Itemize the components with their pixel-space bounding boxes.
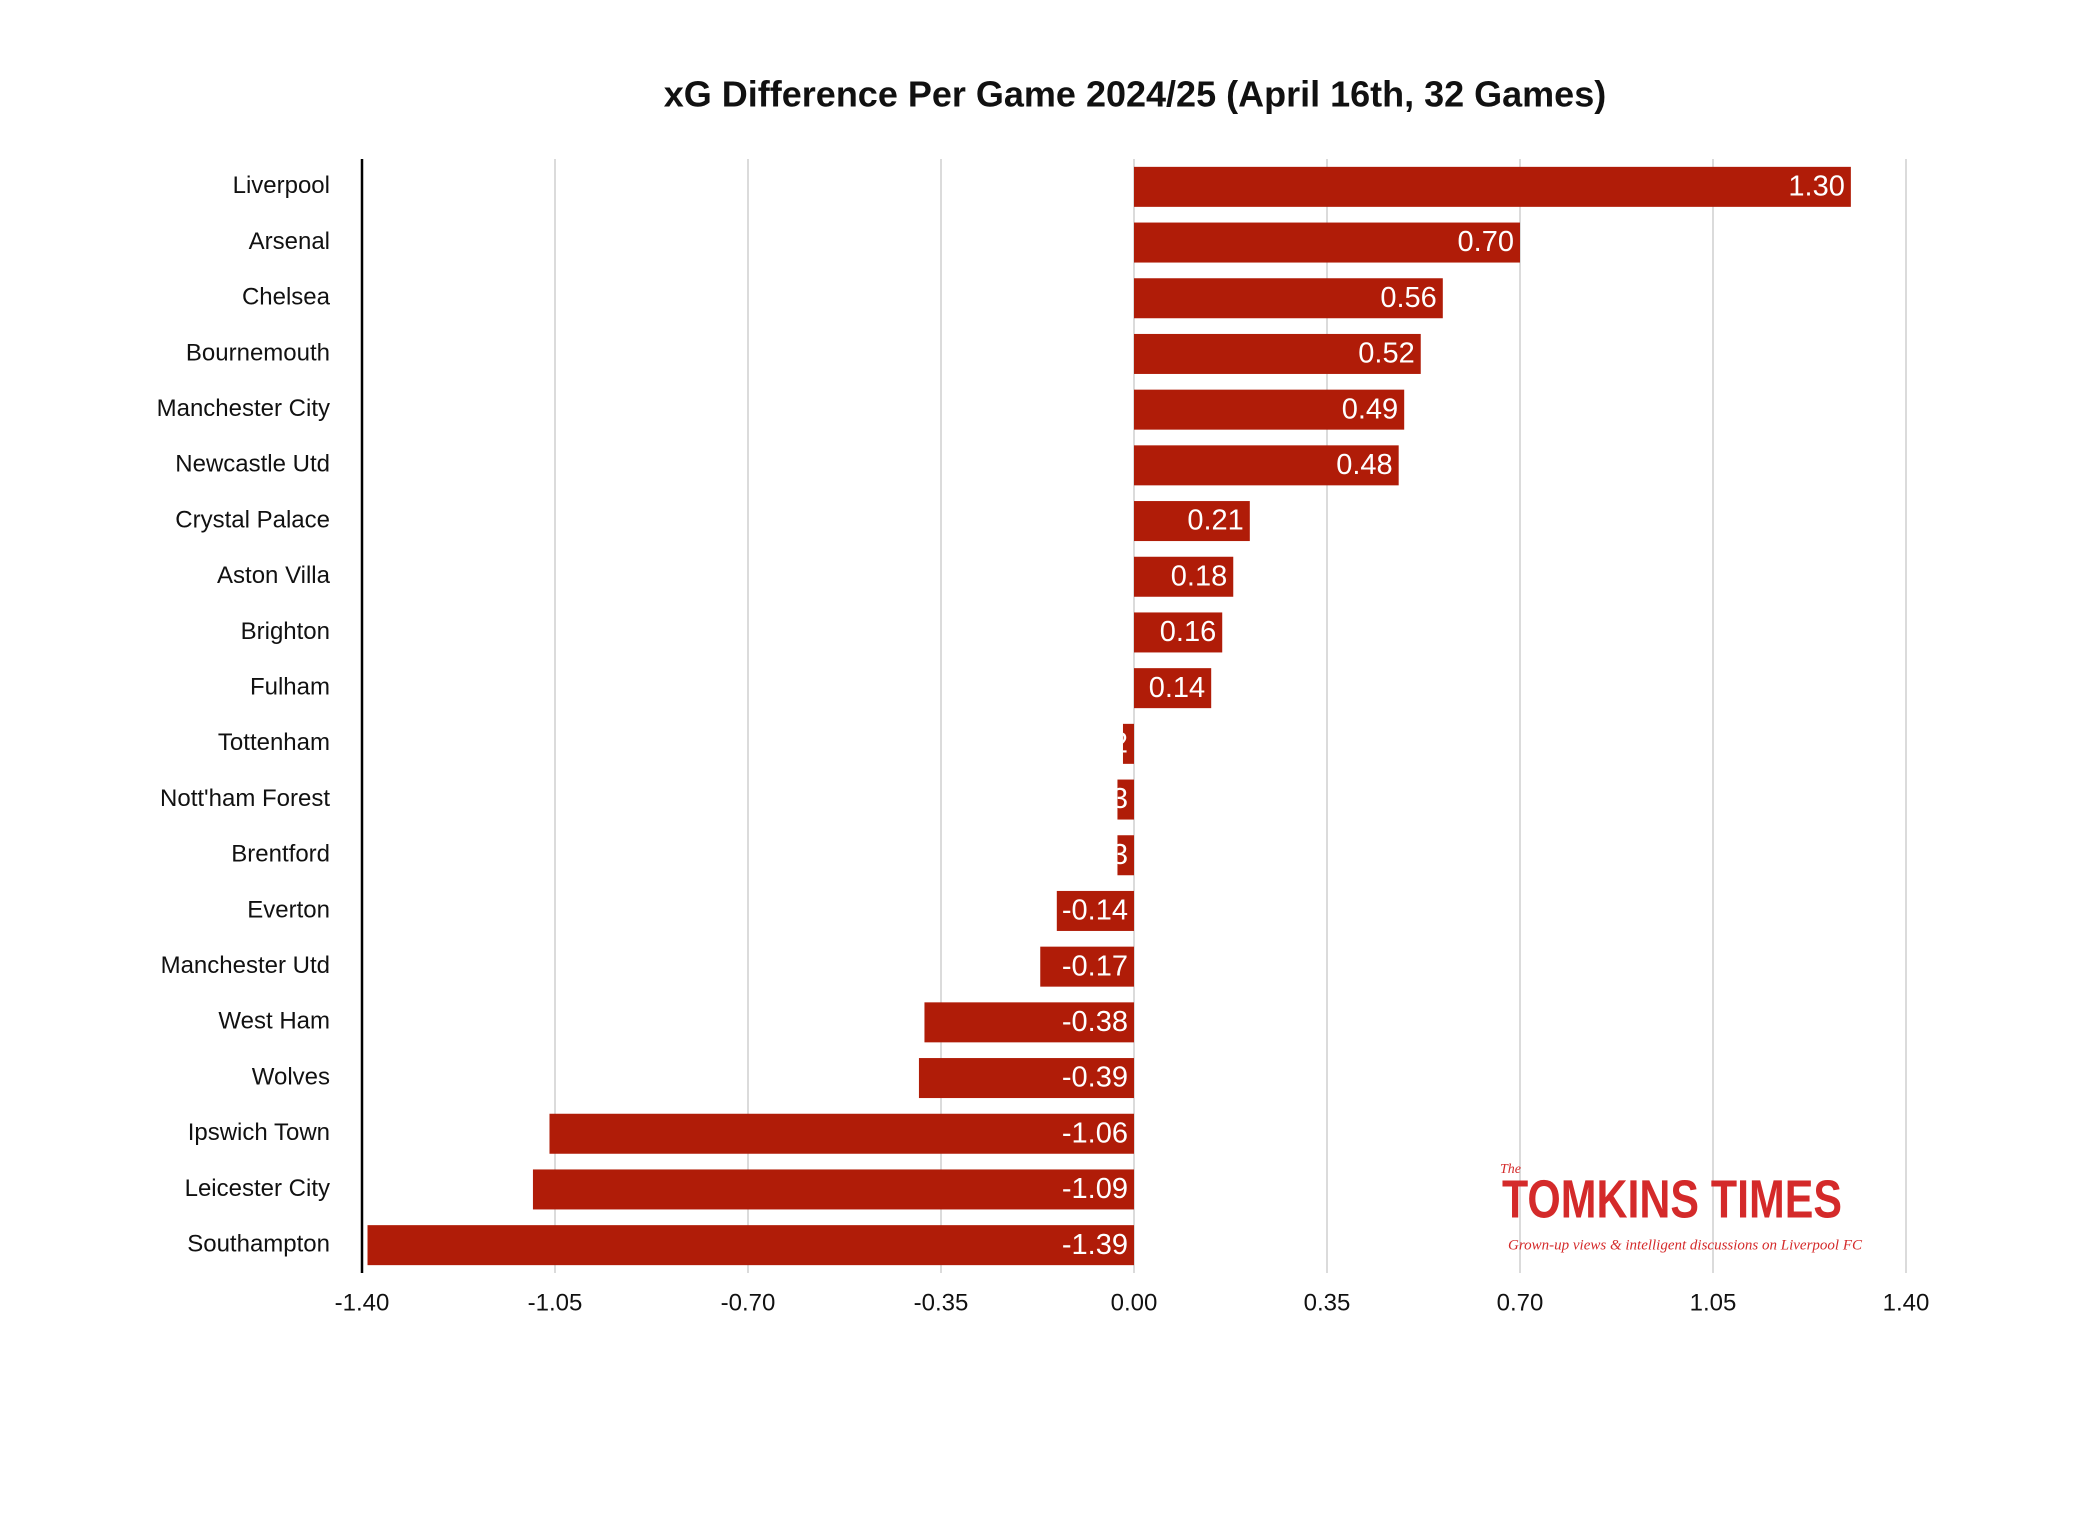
y-tick-label: Chelsea	[242, 284, 331, 311]
data-label: 0.16	[1160, 616, 1216, 648]
bar	[549, 1113, 1134, 1154]
data-label: -0.14	[1062, 895, 1128, 927]
logo-tagline: Grown-up views & intelligent discussions…	[1508, 1237, 1863, 1253]
data-label: -1.06	[1062, 1117, 1128, 1149]
y-tick-label: Leicester City	[185, 1175, 330, 1202]
data-label: -0.39	[1062, 1062, 1128, 1094]
bar	[532, 1169, 1134, 1210]
x-tick-label: -1.40	[335, 1289, 390, 1316]
y-tick-label: Bournemouth	[186, 339, 330, 366]
bar	[1134, 222, 1520, 263]
y-tick-label: Crystal Palace	[175, 506, 330, 533]
y-tick-label: Brentford	[231, 841, 330, 868]
bar	[1134, 556, 1234, 597]
data-label: 0.49	[1342, 393, 1398, 425]
x-tick-label: 0.35	[1304, 1289, 1351, 1316]
data-label: -1.39	[1062, 1229, 1128, 1261]
bar	[1134, 668, 1212, 709]
bar	[1134, 501, 1250, 542]
data-label: -0.17	[1062, 950, 1128, 982]
bar	[1134, 445, 1399, 486]
data-label: -0.38	[1062, 1006, 1128, 1038]
chart-title: xG Difference Per Game 2024/25 (April 16…	[664, 74, 1606, 115]
bar	[1117, 835, 1134, 876]
data-label: -0.03	[1062, 839, 1128, 871]
bar	[1040, 946, 1134, 987]
bar	[1117, 779, 1134, 820]
data-label: 0.70	[1458, 226, 1514, 258]
y-tick-label: Arsenal	[249, 228, 330, 255]
bar	[1134, 166, 1851, 207]
x-tick-label: 0.70	[1497, 1289, 1544, 1316]
data-label: 0.14	[1149, 672, 1205, 704]
data-label: 0.18	[1171, 560, 1227, 592]
bar	[367, 1225, 1134, 1266]
data-label: -0.03	[1062, 783, 1128, 815]
y-tick-label: Aston Villa	[217, 562, 331, 589]
y-tick-label: Everton	[247, 896, 330, 923]
data-label: -1.09	[1062, 1173, 1128, 1205]
x-tick-label: 1.05	[1690, 1289, 1737, 1316]
bar	[924, 1002, 1134, 1043]
x-tick-label: -0.70	[721, 1289, 776, 1316]
data-label: 0.21	[1187, 505, 1243, 537]
bar	[1134, 612, 1223, 653]
bar	[1134, 389, 1405, 430]
bar	[1122, 723, 1134, 764]
y-tick-label: Southampton	[187, 1230, 330, 1257]
bar	[1134, 333, 1421, 374]
y-tick-label: Manchester City	[157, 395, 330, 422]
y-tick-label: Brighton	[241, 618, 330, 645]
y-tick-label: Tottenham	[218, 729, 330, 756]
x-tick-label: 1.40	[1883, 1289, 1930, 1316]
data-label: 0.48	[1336, 449, 1392, 481]
x-tick-label: -0.35	[914, 1289, 969, 1316]
data-label: 0.52	[1358, 338, 1414, 370]
y-tick-label: Wolves	[252, 1063, 330, 1090]
y-tick-label: Manchester Utd	[161, 952, 330, 979]
x-tick-label: 0.00	[1111, 1289, 1158, 1316]
data-label: 0.56	[1380, 282, 1436, 314]
y-tick-label: Fulham	[250, 673, 330, 700]
logo-name: TOMKINS TIMES	[1502, 1169, 1842, 1229]
y-tick-label: West Ham	[218, 1008, 330, 1035]
y-tick-label: Nott'ham Forest	[160, 785, 330, 812]
data-label: -0.02	[1062, 728, 1128, 760]
y-tick-label: Newcastle Utd	[175, 451, 330, 478]
y-tick-label: Ipswich Town	[188, 1119, 330, 1146]
logo-prefix: The	[1500, 1162, 1521, 1177]
bar	[1056, 890, 1134, 931]
bar	[918, 1058, 1134, 1099]
x-tick-label: -1.05	[528, 1289, 583, 1316]
y-tick-label: Liverpool	[233, 172, 330, 199]
bar	[1134, 278, 1443, 319]
data-label: 1.30	[1788, 171, 1844, 203]
